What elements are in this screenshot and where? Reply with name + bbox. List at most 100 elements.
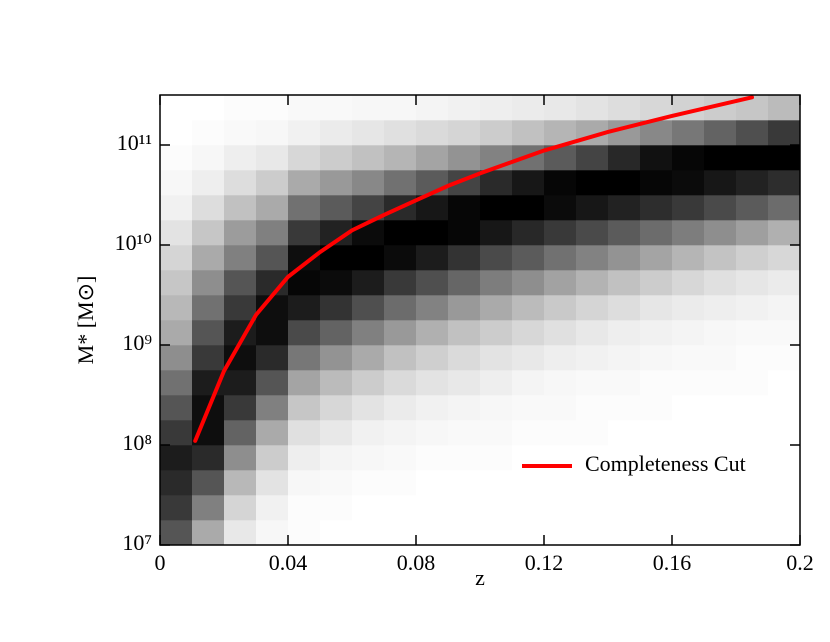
heatmap-cell [768, 320, 801, 346]
heatmap-cell [608, 370, 641, 396]
heatmap-cell [672, 270, 705, 296]
heatmap-cell [416, 395, 449, 421]
heatmap-cell [608, 495, 641, 521]
heatmap-cell [704, 145, 737, 171]
heatmap-cell [704, 220, 737, 246]
heatmap-cell [192, 195, 225, 221]
heatmap-cell [288, 95, 321, 121]
heatmap-cell [512, 95, 545, 121]
heatmap-cell [160, 370, 193, 396]
plot-frame [159, 94, 801, 546]
heatmap-cell [224, 120, 257, 146]
heatmap-cell [160, 470, 193, 496]
heatmap-cell [704, 370, 737, 396]
heatmap-cell [352, 245, 385, 271]
heatmap-cell [608, 470, 641, 496]
heatmap-cell [224, 470, 257, 496]
heatmap-cell [768, 245, 801, 271]
heatmap-cell [352, 120, 385, 146]
heatmap-cell [192, 470, 225, 496]
heatmap-cell [768, 170, 801, 196]
heatmap-cell [480, 270, 513, 296]
heatmap-cell [672, 470, 705, 496]
heatmap-cell [384, 145, 417, 171]
heatmap-cell [416, 495, 449, 521]
heatmap-cell [768, 270, 801, 296]
heatmap-cell [320, 445, 353, 471]
heatmap-cell [736, 320, 769, 346]
heatmap-cell [416, 345, 449, 371]
legend-label: Completeness Cut [585, 451, 746, 476]
heatmap-cell [544, 170, 577, 196]
heatmap-cell [416, 445, 449, 471]
heatmap-cell [608, 295, 641, 321]
heatmap-cell [512, 345, 545, 371]
heatmap-cell [640, 520, 673, 546]
heatmap-cell [480, 370, 513, 396]
heatmap-cell [512, 245, 545, 271]
heatmap-cell [608, 170, 641, 196]
heatmap-cell [768, 420, 801, 446]
heatmap-cell [224, 245, 257, 271]
heatmap-cell [704, 445, 737, 471]
heatmap-cell [576, 220, 609, 246]
heatmap-cell [480, 95, 513, 121]
heatmap-cell [768, 495, 801, 521]
heatmap-cell [416, 145, 449, 171]
heatmap-cell [352, 395, 385, 421]
heatmap-cell [384, 420, 417, 446]
heatmap-cell [320, 520, 353, 546]
heatmap-cell [576, 445, 609, 471]
x-axis-label: z [475, 565, 485, 590]
heatmap-cell [384, 120, 417, 146]
heatmap-cell [736, 345, 769, 371]
heatmap-cell [480, 120, 513, 146]
heatmap-cell [256, 145, 289, 171]
heatmap-cell [608, 445, 641, 471]
heatmap-cell [480, 170, 513, 196]
heatmap-cell [448, 270, 481, 296]
heatmap-cell [352, 445, 385, 471]
heatmap-cell [320, 420, 353, 446]
heatmap-cell [320, 495, 353, 521]
heatmap-cell [512, 195, 545, 221]
heatmap-cell [608, 270, 641, 296]
heatmap-cell [736, 220, 769, 246]
heatmap-cell [160, 520, 193, 546]
heatmap-cell [544, 345, 577, 371]
heatmap-cell [736, 470, 769, 496]
heatmap-cell [704, 195, 737, 221]
heatmap-cell [768, 470, 801, 496]
heatmap-cell [736, 495, 769, 521]
heatmap-cell [544, 370, 577, 396]
heatmap-cell [576, 395, 609, 421]
heatmap-cell [384, 220, 417, 246]
heatmap-cell [288, 420, 321, 446]
heatmap-cell [704, 270, 737, 296]
heatmap-cell [736, 295, 769, 321]
heatmap-cell [288, 395, 321, 421]
heatmap-cell [384, 495, 417, 521]
heatmap-cell [416, 95, 449, 121]
heatmap-cell [576, 295, 609, 321]
heatmap-cell [448, 320, 481, 346]
heatmap-cell [640, 395, 673, 421]
heatmap-cell [160, 495, 193, 521]
heatmap-cell [416, 120, 449, 146]
heatmap-cell [256, 470, 289, 496]
heatmap-cell [320, 470, 353, 496]
heatmap-cell [224, 220, 257, 246]
y-tick-label: 10⁸ [122, 430, 152, 455]
heatmap-cell [384, 370, 417, 396]
heatmap-cell [224, 395, 257, 421]
heatmap-cell [736, 445, 769, 471]
heatmap-cell [384, 170, 417, 196]
y-tick-label: 10¹¹ [117, 130, 152, 155]
heatmap-cell [448, 245, 481, 271]
heatmap-cell [544, 420, 577, 446]
heatmap-cell [480, 395, 513, 421]
heatmap-cell [640, 145, 673, 171]
heatmap-cell [544, 245, 577, 271]
heatmap-cell [640, 270, 673, 296]
heatmap-cell [640, 420, 673, 446]
